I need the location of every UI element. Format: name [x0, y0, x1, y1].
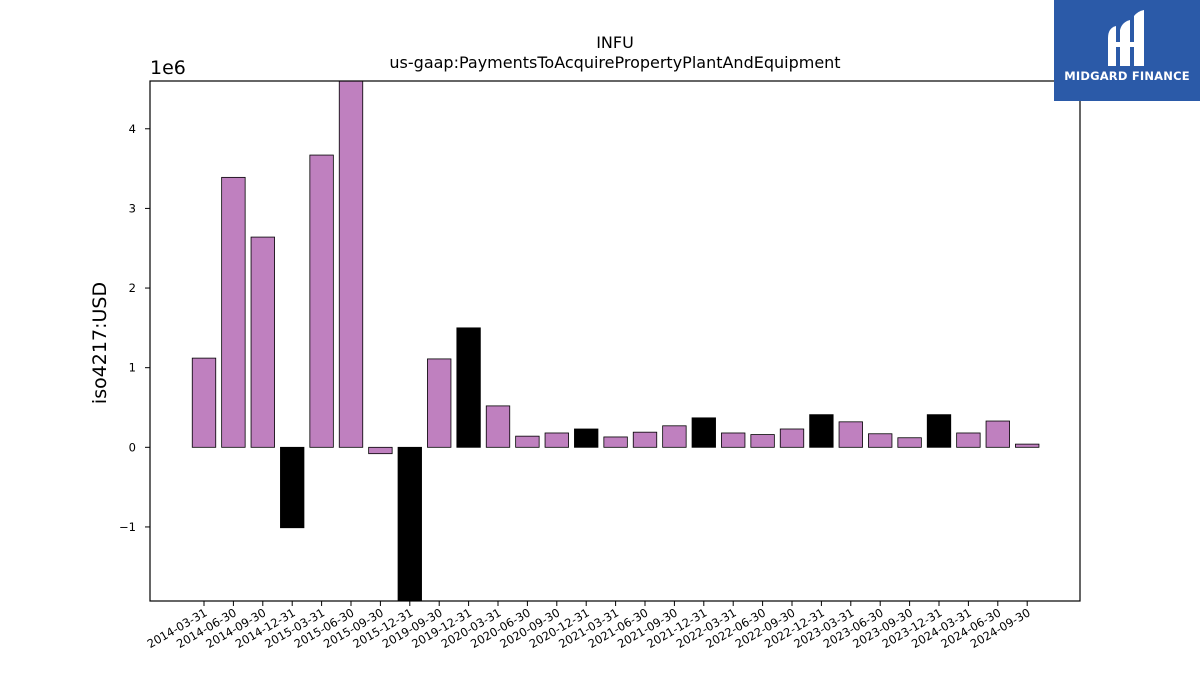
bars-group	[191, 81, 1040, 601]
bar-2024-06-30	[985, 420, 1010, 448]
bar-2019-12-31	[456, 327, 481, 448]
bar-2015-12-31	[397, 446, 422, 601]
bar-2014-09-30	[250, 236, 275, 448]
bar-2021-06-30	[632, 431, 658, 448]
bar-2015-06-30	[338, 81, 364, 448]
bar-2020-12-31	[574, 428, 599, 448]
midgard-logo-mark-icon	[1108, 10, 1144, 66]
bar-2014-12-31	[280, 446, 305, 529]
bar-2021-03-31	[603, 436, 628, 448]
bar-2015-03-31	[309, 154, 334, 448]
y-tick-label: 4	[129, 122, 136, 136]
bar-2014-06-30	[221, 176, 246, 448]
bar-2015-09-30	[368, 446, 393, 455]
chart-subtitle: us-gaap:PaymentsToAcquirePropertyPlantAn…	[389, 53, 841, 72]
midgard-finance-logo: MIDGARD FINANCE	[1054, 0, 1200, 101]
bar-2021-09-30	[662, 425, 687, 448]
bar-2022-12-31	[809, 414, 834, 448]
bar-2022-09-30	[779, 428, 805, 448]
bar-2020-06-30	[515, 435, 540, 448]
bar-2014-03-31	[191, 357, 217, 448]
bar-2022-03-31	[721, 432, 746, 448]
y-tick-label: 0	[129, 440, 136, 454]
y-tick-label: 1	[129, 361, 136, 375]
y-tick-label: 2	[129, 281, 136, 295]
bar-2022-06-30	[750, 434, 775, 448]
bar-2024-03-31	[956, 432, 981, 448]
bar-2023-06-30	[868, 433, 893, 448]
bar-2023-12-31	[926, 414, 952, 448]
plot-area-frame	[149, 80, 1081, 602]
y-axis-exponent-label: 1e6	[150, 57, 186, 79]
bar-2020-03-31	[485, 405, 511, 448]
y-axis-label: iso4217:USD	[89, 281, 111, 405]
y-tick-label: −1	[119, 520, 136, 534]
bar-2023-03-31	[838, 421, 863, 448]
chart-title: INFU	[596, 33, 634, 52]
bar-2024-09-30	[1015, 443, 1040, 448]
bar-2023-09-30	[897, 437, 922, 448]
bar-2020-09-30	[544, 432, 569, 448]
y-tick-label: 3	[129, 201, 136, 215]
x-axis-ticks: 2014-03-312014-06-302014-09-302014-12-31…	[145, 601, 1033, 651]
bar-2021-12-31	[691, 417, 716, 448]
y-axis-ticks: −1 0 1 2 3 4	[119, 122, 150, 534]
logo-text: MIDGARD FINANCE	[1064, 69, 1190, 83]
bar-2019-09-30	[427, 358, 452, 448]
